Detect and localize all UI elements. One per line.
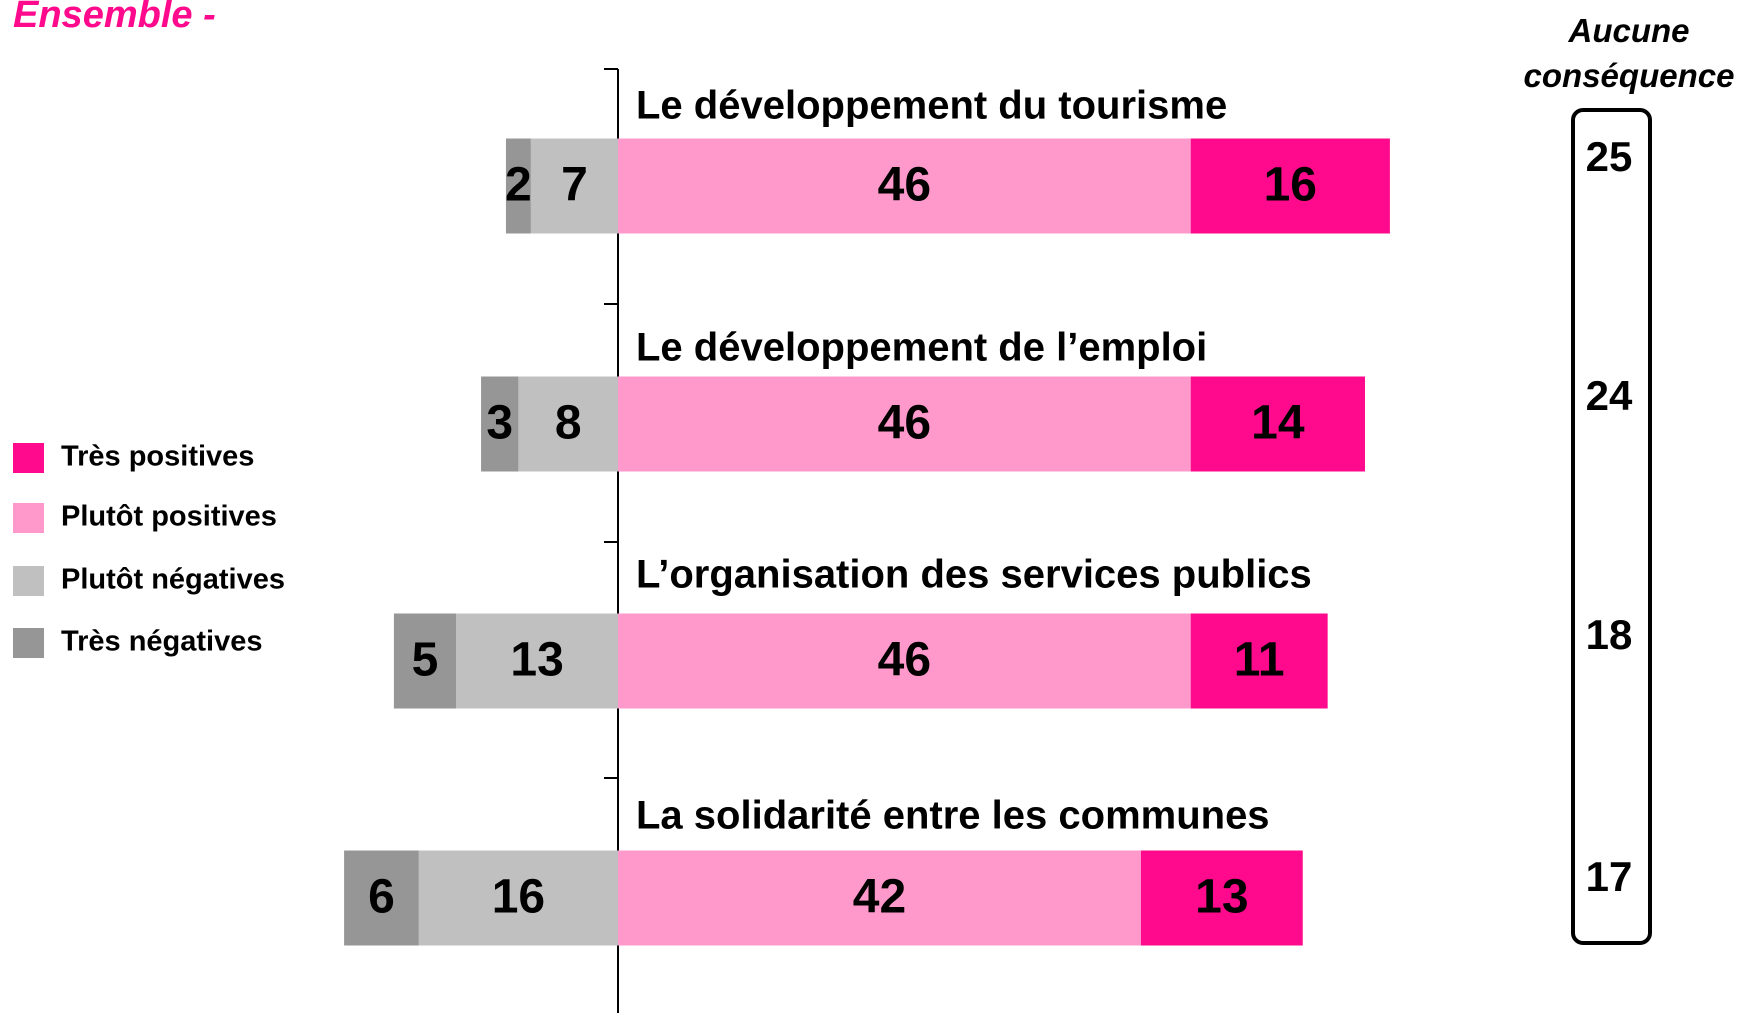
category-label: La solidarité entre les communes [636,794,1270,838]
bar-segment [505,138,531,234]
legend-label: Plutôt positives [61,501,277,533]
bar-segment [1140,850,1303,946]
side-column-value: 17 [1586,853,1633,900]
bar-segment [618,376,1191,472]
bar-segment [1190,138,1390,234]
bar-segment [618,138,1191,234]
value-label: 2 [505,159,532,212]
legend-label: Très négatives [61,626,263,658]
legend-swatch [13,566,44,596]
side-column-box [1571,108,1652,945]
bar-segment [456,613,618,709]
legend-swatch [13,503,44,533]
value-label: 6 [368,871,395,924]
value-label: 42 [853,871,906,924]
bar-segment [393,613,457,709]
side-column-value: 25 [1586,133,1633,180]
bar-segment [618,613,1191,709]
value-label: 16 [1264,159,1317,212]
value-label: 5 [412,634,439,687]
side-column-title: Aucune conséquence [1523,12,1735,94]
value-label: 46 [878,634,931,687]
chart-title: Ensemble - [13,0,216,36]
bar-segment [344,850,419,946]
side-column-value: 24 [1586,372,1633,419]
bar-segment [518,376,618,472]
legend-label: Très positives [61,441,254,473]
bar-segment [530,138,618,234]
value-label: 7 [561,159,588,212]
value-label: 13 [1195,871,1248,924]
value-label: 46 [878,397,931,450]
value-label: 16 [492,871,545,924]
category-label: L’organisation des services publics [636,553,1312,597]
side-column-value: 18 [1586,611,1633,658]
value-label: 3 [486,397,513,450]
value-label: 46 [878,159,931,212]
bar-segment [1190,613,1328,709]
category-label: Le développement du tourisme [636,84,1227,128]
legend-swatch [13,628,44,658]
bar-segment [481,376,519,472]
bar-segment [418,850,618,946]
bar-segment [618,850,1141,946]
category-label: Le développement de l’emploi [636,326,1207,370]
legend-swatch [13,443,44,473]
value-label: 14 [1251,397,1305,450]
legend-label: Plutôt négatives [61,564,285,596]
value-label: 13 [510,634,563,687]
value-label: 8 [555,397,582,450]
value-label: 11 [1234,634,1285,687]
bar-segment [1190,376,1365,472]
